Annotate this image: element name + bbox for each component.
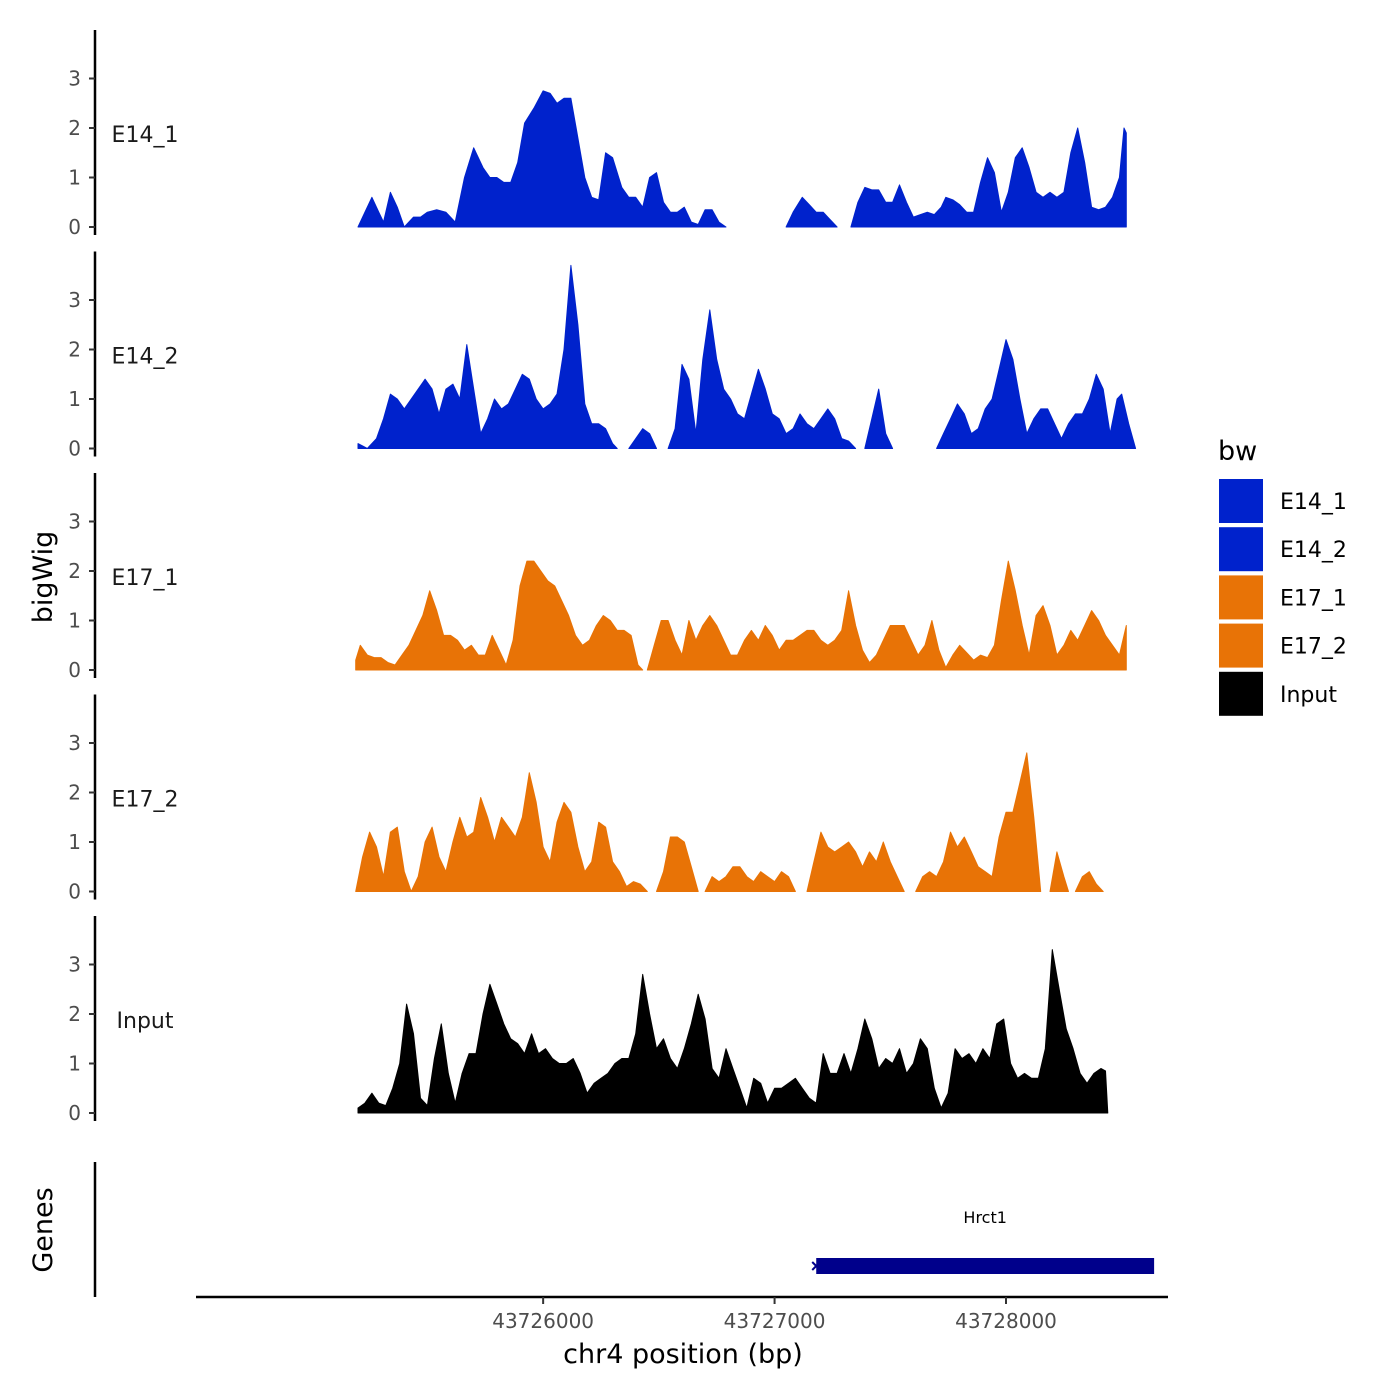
y-tick-label: 0 [68,437,81,461]
coverage-area [915,752,1042,892]
genes-axis-title: Genes [28,1187,59,1272]
coverage-area [704,866,796,892]
gene-start-marker [811,1261,821,1271]
legend-title: bw [1218,436,1257,467]
genes-panel: Hrct1 [93,1162,1155,1297]
y-tick-label: 3 [68,953,81,977]
coverage-area [656,836,699,892]
legend-key [1219,623,1263,668]
track-e14-2: 0 1 2 3 E14_2 [68,251,1137,461]
track-input: 0 1 2 3 Input [68,916,1109,1125]
y-tick-label: 2 [68,338,81,362]
x-axis-title: chr4 position (bp) [563,1339,803,1370]
coverage-area [357,949,1109,1114]
y-tick-label: 1 [68,1052,81,1076]
legend-label: E14_2 [1280,538,1347,563]
track-label: E17_2 [112,788,179,813]
track-label: Input [117,1009,174,1034]
coverage-area [1049,851,1069,892]
legend-label: E17_2 [1280,635,1347,660]
legend-key [1219,527,1263,572]
y-tick-label: 0 [68,880,81,904]
legend-key [1219,671,1263,716]
y-tick-label: 2 [68,1002,81,1026]
x-tick-label: 43726000 [492,1309,594,1333]
y-tick-label: 3 [68,67,81,91]
x-tick-label: 43727000 [724,1309,826,1333]
y-tick-label: 1 [68,166,81,190]
coverage-area [936,339,1137,449]
y-tick-label: 1 [68,387,81,411]
y-tick-label: 3 [68,288,81,312]
track-e17-1: 0 1 2 3 E17_1 [68,473,1127,682]
x-axis: 43726000 43727000 43728000 [196,1295,1168,1333]
legend-key [1219,479,1263,523]
coverage-area [355,560,644,671]
gene-body [816,1258,1155,1274]
coverage-area [357,264,618,449]
y-axis-title: bigWig [28,531,59,624]
coverage-area [355,772,648,892]
coverage-area [864,388,894,449]
legend-label: E17_1 [1280,586,1347,611]
coverage-area [806,831,905,892]
legend-key [1219,575,1263,620]
track-label: E14_2 [112,345,179,370]
y-tick-label: 0 [68,1101,81,1125]
y-tick-label: 1 [68,609,81,633]
coverage-area [667,309,857,449]
y-tick-label: 1 [68,830,81,854]
coverage-area [357,90,727,228]
coverage-area [850,127,1127,228]
track-e14-1: 0 1 2 3 E14_1 [68,30,1127,239]
y-tick-label: 2 [68,781,81,805]
coverage-tracks: 0 1 2 3 E14_1 0 1 2 3 E14_2 0 1 2 3 E17_1 0 1 2 3 E17_2 0 1 2 3… [68,30,1137,1125]
y-tick-label: 2 [68,116,81,140]
track-label: E17_1 [112,566,179,591]
legend-label: E14_1 [1280,490,1347,515]
coverage-area [628,428,657,449]
coverage-area [785,196,838,228]
legend-label: Input [1280,683,1337,708]
y-tick-label: 0 [68,215,81,239]
y-tick-label: 0 [68,658,81,682]
track-e17-2: 0 1 2 3 E17_2 [68,694,1104,904]
coverage-area [1074,871,1104,892]
y-tick-label: 3 [68,510,81,534]
legend: bw E14_1 E14_2 E17_1 E17_2 Input [1218,436,1347,716]
track-label: E14_1 [112,123,179,148]
y-tick-label: 2 [68,559,81,583]
gene-label: Hrct1 [963,1208,1007,1227]
coverage-area [646,560,1127,671]
x-tick-label: 43728000 [955,1309,1057,1333]
y-tick-label: 3 [68,731,81,755]
